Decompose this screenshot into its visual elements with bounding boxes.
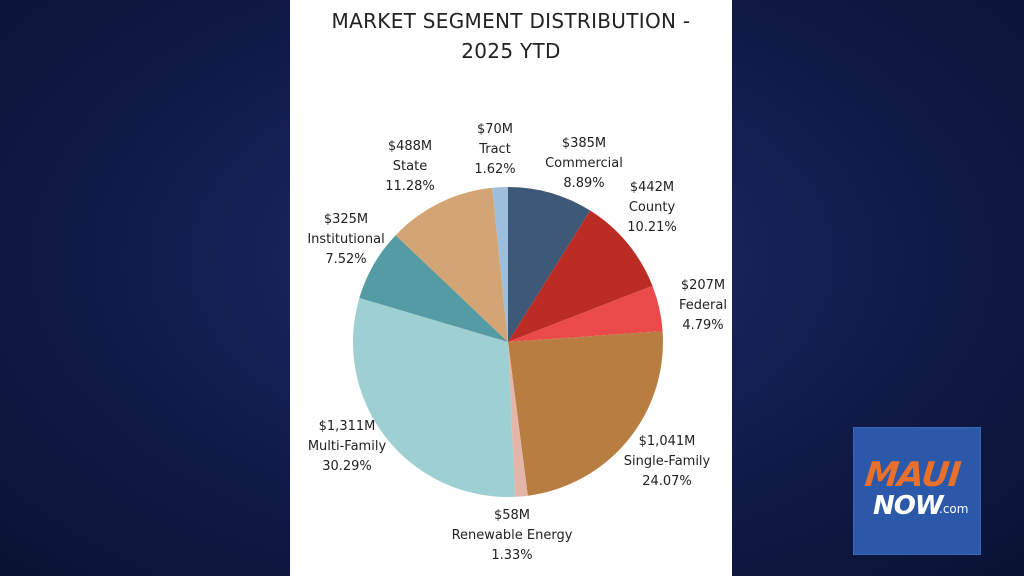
- pie-slice-state: [395, 187, 508, 342]
- chart-panel: MARKET SEGMENT DISTRIBUTION - 2025 YTD $…: [290, 0, 732, 576]
- slice-name-federal: Federal: [679, 298, 727, 313]
- slice-label-state: $488M State 11.28%: [385, 139, 435, 194]
- slice-name-single-family: Single-Family: [624, 454, 711, 469]
- slice-amount-tract: $70M: [477, 122, 513, 137]
- pie-slice-tract: [492, 187, 508, 342]
- chart-title-line-2: 2025 YTD: [461, 39, 561, 63]
- slice-percent-state: 11.28%: [385, 179, 435, 194]
- pie-slice-commercial: [508, 187, 591, 342]
- pie-chart: $385M Commercial 8.89% $442M County 10.21% $20…: [307, 122, 727, 563]
- slice-name-institutional: Institutional: [307, 232, 384, 247]
- pie-slice-single-family: [508, 331, 663, 496]
- slice-amount-federal: $207M: [681, 278, 725, 293]
- slice-label-county: $442M County 10.21%: [627, 180, 677, 235]
- slice-amount-renewable-energy: $58M: [494, 508, 530, 523]
- slice-percent-single-family: 24.07%: [642, 474, 692, 489]
- slice-amount-single-family: $1,041M: [639, 434, 696, 449]
- slice-label-commercial: $385M Commercial 8.89%: [545, 136, 623, 191]
- logo-com-text: .com: [939, 502, 969, 516]
- logo-maui-text: MAUI: [862, 455, 962, 495]
- slice-amount-county: $442M: [630, 180, 674, 195]
- slice-label-federal: $207M Federal 4.79%: [679, 278, 727, 333]
- slice-percent-commercial: 8.89%: [563, 176, 604, 191]
- chart-title: MARKET SEGMENT DISTRIBUTION - 2025 YTD: [290, 6, 732, 66]
- pie-slice-institutional: [359, 235, 508, 342]
- slice-label-institutional: $325M Institutional 7.52%: [307, 212, 384, 267]
- slice-amount-institutional: $325M: [324, 212, 368, 227]
- slice-percent-federal: 4.79%: [682, 318, 723, 333]
- pie-slice-renewable-energy: [508, 342, 528, 497]
- slice-percent-multi-family: 30.29%: [322, 459, 372, 474]
- slice-amount-multi-family: $1,311M: [319, 419, 376, 434]
- slice-percent-renewable-energy: 1.33%: [491, 548, 532, 563]
- pie-slice-county: [508, 210, 653, 342]
- slice-name-renewable-energy: Renewable Energy: [452, 528, 573, 543]
- slice-name-multi-family: Multi-Family: [308, 439, 387, 454]
- slice-name-commercial: Commercial: [545, 156, 623, 171]
- slice-name-tract: Tract: [478, 142, 511, 157]
- logo-now-text: NOW: [873, 491, 944, 521]
- slice-percent-tract: 1.62%: [474, 162, 515, 177]
- slice-amount-state: $488M: [388, 139, 432, 154]
- slice-name-county: County: [629, 200, 676, 215]
- chart-title-line-1: MARKET SEGMENT DISTRIBUTION -: [331, 9, 691, 33]
- slice-amount-commercial: $385M: [562, 136, 606, 151]
- slice-label-renewable-energy: $58M Renewable Energy 1.33%: [452, 508, 573, 563]
- slice-name-state: State: [393, 159, 427, 174]
- slice-label-tract: $70M Tract 1.62%: [474, 122, 515, 177]
- slice-label-single-family: $1,041M Single-Family 24.07%: [624, 434, 711, 489]
- slice-percent-county: 10.21%: [627, 220, 677, 235]
- maui-now-logo: MAUI NOW .com: [853, 427, 981, 555]
- slice-label-multi-family: $1,311M Multi-Family 30.29%: [308, 419, 387, 474]
- pie-slice-multi-family: [352, 298, 515, 498]
- pie-slice-federal: [508, 285, 663, 342]
- slice-percent-institutional: 7.52%: [325, 252, 366, 267]
